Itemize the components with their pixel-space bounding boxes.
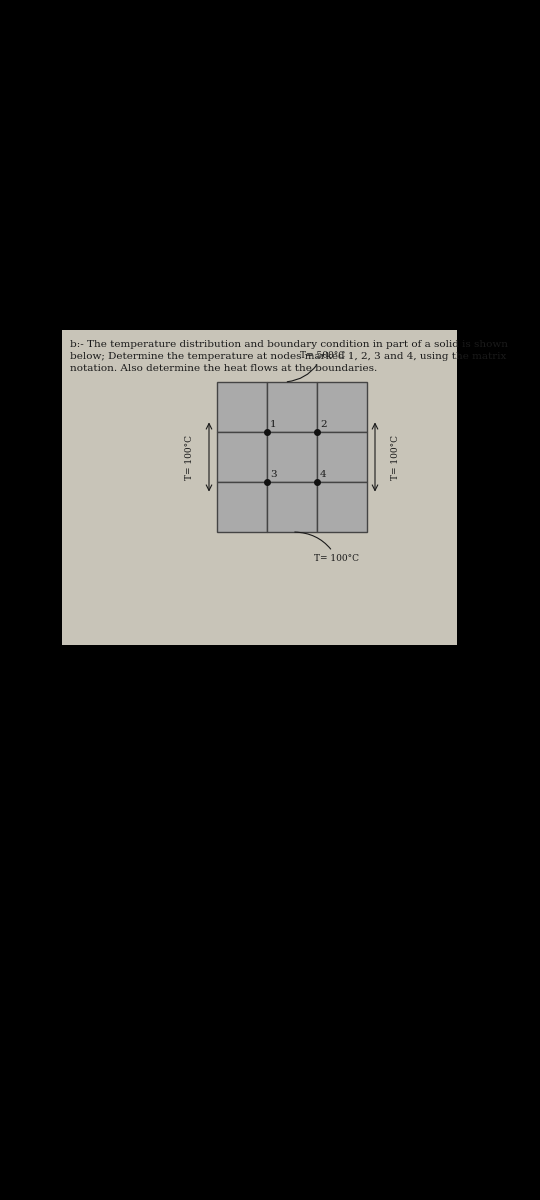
Bar: [217, 482, 267, 532]
Bar: [267, 432, 317, 482]
Bar: [317, 432, 367, 482]
Text: T= 100°C: T= 100°C: [390, 434, 400, 480]
Bar: [62, 330, 457, 646]
Text: 1: 1: [270, 420, 276, 428]
Text: b:- The temperature distribution and boundary condition in part of a solid is sh: b:- The temperature distribution and bou…: [70, 340, 508, 349]
Text: notation. Also determine the heat flows at the boundaries.: notation. Also determine the heat flows …: [70, 364, 377, 373]
Bar: [217, 382, 267, 432]
Text: 2: 2: [320, 420, 327, 428]
Bar: [317, 482, 367, 532]
Text: below; Determine the temperature at nodes marked 1, 2, 3 and 4, using the matrix: below; Determine the temperature at node…: [70, 352, 507, 361]
Text: T= 100°C: T= 100°C: [185, 434, 193, 480]
Bar: [217, 432, 267, 482]
Text: 4: 4: [320, 470, 327, 479]
Bar: [267, 482, 317, 532]
Bar: [267, 382, 317, 432]
Bar: [317, 382, 367, 432]
Text: T= 500°C: T= 500°C: [287, 350, 345, 382]
Text: 3: 3: [270, 470, 276, 479]
Text: T= 100°C: T= 100°C: [295, 532, 360, 563]
